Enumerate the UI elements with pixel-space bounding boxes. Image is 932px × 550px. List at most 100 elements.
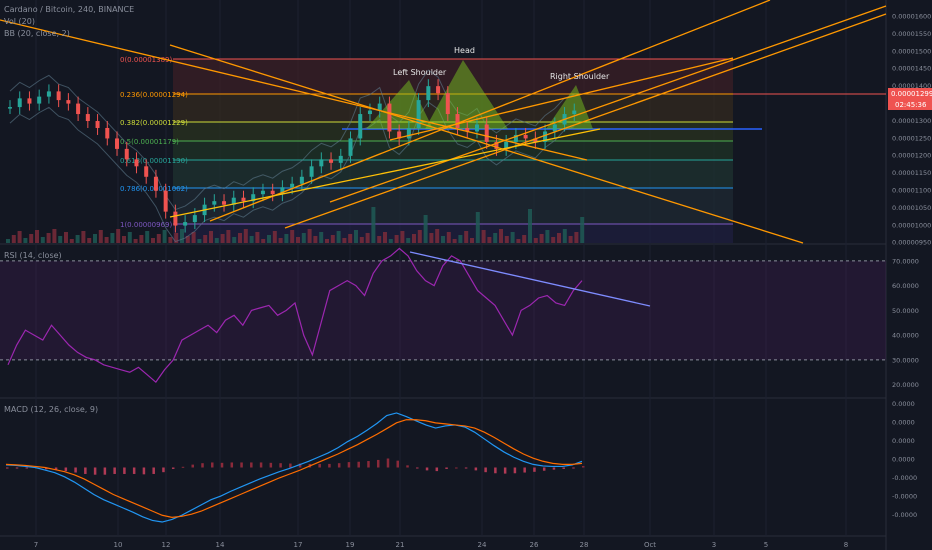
volume-bar xyxy=(104,237,109,243)
volume-bar xyxy=(458,235,463,243)
candle-body xyxy=(445,93,450,115)
volume-bar xyxy=(243,229,248,243)
head-label[interactable]: Head xyxy=(454,46,475,55)
volume-bar xyxy=(574,232,579,243)
candle-body xyxy=(465,127,470,132)
rsi-tick-label: 20.0000 xyxy=(892,381,919,389)
volume-bar xyxy=(220,234,225,243)
price-tick-label: 0.00001150 xyxy=(892,169,931,177)
volume-bar xyxy=(278,238,283,243)
candle-body xyxy=(183,222,188,226)
fib-zone xyxy=(173,224,733,243)
macd-histogram-bar xyxy=(84,467,87,474)
candle-body xyxy=(241,197,246,202)
macd-histogram-bar xyxy=(318,463,321,468)
price-tick-label: 0.00000950 xyxy=(892,239,931,247)
macd-histogram-bar xyxy=(93,467,97,475)
macd-histogram-bar xyxy=(464,467,468,469)
candle-body xyxy=(56,91,61,101)
macd-histogram-bar xyxy=(240,462,243,468)
volume-bar xyxy=(348,234,353,243)
time-tick-label: Oct xyxy=(644,541,656,549)
candle-body xyxy=(513,134,518,142)
candle-body xyxy=(377,103,382,111)
macd-histogram-bar xyxy=(357,461,360,468)
fibonacci-retracement[interactable]: 0(0.00001389) 0.236(0.00001294) 0.382(0.00… xyxy=(120,56,886,243)
volume-bar xyxy=(174,233,179,243)
candle-body xyxy=(270,190,275,195)
macd-histogram-bar xyxy=(201,463,204,468)
volume-bar xyxy=(499,229,503,243)
candle-body xyxy=(251,194,256,202)
macd-histogram-bar xyxy=(396,460,400,468)
macd-histogram-bar xyxy=(337,463,341,468)
rsi-tick-label: 70.0000 xyxy=(892,257,919,265)
volume-bar xyxy=(510,232,515,243)
rsi-tick-label: 40.0000 xyxy=(892,332,919,340)
macd-histogram-bar xyxy=(406,465,409,468)
macd-indicator-label: MACD (12, 26, close, 9) xyxy=(4,405,98,414)
volume-bar xyxy=(313,236,318,243)
time-tick-label: 5 xyxy=(764,541,768,549)
volume-bar xyxy=(388,239,393,243)
candle-body xyxy=(426,86,431,101)
volume-bar xyxy=(383,232,387,243)
macd-pane: 0.0000 0.0000 0.0000 0.0000 -0.0000 -0.0000 -0… xyxy=(5,400,917,523)
volume-bar xyxy=(162,230,167,243)
macd-histogram-bar xyxy=(367,461,370,468)
candle-body xyxy=(173,211,178,226)
macd-histogram-bar xyxy=(572,467,575,469)
candle-body xyxy=(8,107,12,109)
volume-indicator-label: Vol (20) xyxy=(4,17,35,26)
macd-histogram-bar xyxy=(113,467,116,474)
volume-bar xyxy=(29,234,34,243)
volume-bar xyxy=(69,239,74,243)
candle-body xyxy=(222,201,227,205)
macd-histogram-bar xyxy=(132,467,136,474)
price-axis: 0.00001600 0.00001550 0.00001500 0.00001450… xyxy=(892,13,931,247)
macd-histogram-bar xyxy=(250,462,253,468)
volume-bar xyxy=(475,212,480,243)
volume-bar xyxy=(255,232,260,243)
candle-body xyxy=(436,86,441,94)
volume-bar xyxy=(98,230,103,243)
volume-bar xyxy=(371,207,376,243)
volume-bar xyxy=(40,237,45,243)
macd-histogram-bar xyxy=(142,467,146,475)
macd-histogram-bar xyxy=(15,467,19,469)
candle-body xyxy=(348,138,353,156)
candle-body xyxy=(474,124,479,132)
candle-body xyxy=(309,166,314,177)
last-price-tag xyxy=(888,88,932,99)
volume-bar xyxy=(145,231,150,243)
volume-bar xyxy=(336,231,341,243)
candle-body xyxy=(163,190,168,212)
volume-bar xyxy=(6,239,10,243)
rsi-pane: 70.0000 60.0000 50.0000 40.0000 30.0000 20.00… xyxy=(0,247,919,389)
time-tick-label: 28 xyxy=(580,541,589,549)
volume-bar xyxy=(17,231,22,243)
fib-zone xyxy=(173,94,733,122)
macd-histogram-bar xyxy=(494,467,497,474)
volume-bar xyxy=(441,236,445,243)
right-shoulder-label[interactable]: Right Shoulder xyxy=(550,72,610,81)
time-axis: 7 10 12 14 17 19 21 24 26 28 Oct 3 5 8 xyxy=(34,541,848,549)
volume-bar xyxy=(522,235,527,243)
candle-body xyxy=(231,197,236,205)
macd-histogram-bar xyxy=(435,467,439,472)
candle-body xyxy=(329,159,334,163)
volume-bar xyxy=(58,236,63,243)
volume-bar xyxy=(562,229,567,243)
macd-histogram-bar xyxy=(298,463,302,468)
time-tick-label: 7 xyxy=(34,541,38,549)
candle-body xyxy=(387,103,392,132)
volume-bar xyxy=(127,232,132,243)
macd-histogram-bar xyxy=(259,462,263,468)
volume-bar xyxy=(580,217,585,243)
trend-lines[interactable] xyxy=(0,0,887,244)
candle-body xyxy=(299,176,304,184)
candle-body xyxy=(416,100,421,128)
left-shoulder-label[interactable]: Left Shoulder xyxy=(393,68,447,77)
volume-bar xyxy=(203,235,208,243)
